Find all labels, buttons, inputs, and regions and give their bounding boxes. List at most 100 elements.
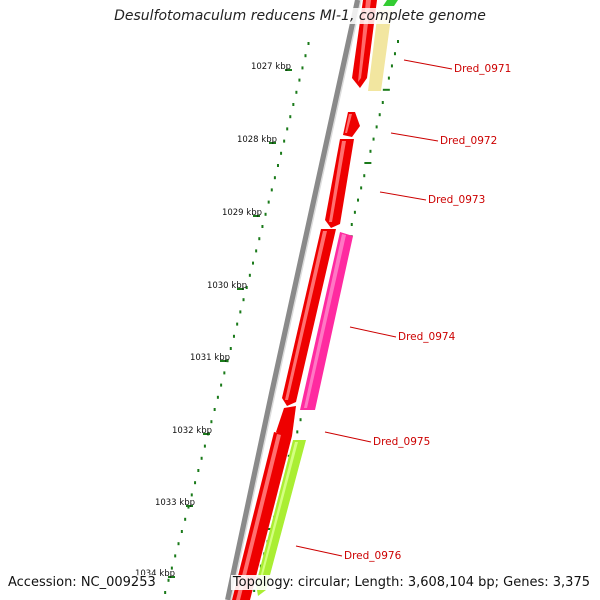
genome-summary: Topology: circular; Length: 3,608,104 bp… <box>230 575 590 590</box>
scale-dot <box>164 591 167 594</box>
scale-dot <box>276 164 279 167</box>
feature-track-dot <box>372 137 375 141</box>
scale-major-tick <box>186 505 193 507</box>
scale-labels: 1027 kbp 1028 kbp 1029 kbp 1030 kbp 1031 kbp… <box>135 62 292 579</box>
gene-label[interactable]: Dred_0972 <box>440 135 497 147</box>
scale-label: 1032 kbp <box>172 426 212 436</box>
feature-green-partial[interactable] <box>383 0 398 6</box>
scale-dot <box>229 347 232 350</box>
gene-label[interactable]: Dred_0976 <box>344 550 402 562</box>
feature-track-dot <box>299 418 302 422</box>
scale-dot <box>242 298 245 302</box>
feature-track-dot <box>393 52 396 56</box>
scale-dot <box>220 383 223 387</box>
scale-major-tick <box>285 69 292 71</box>
scale-dot <box>180 530 183 533</box>
feature-track-dot <box>387 76 390 80</box>
feature-track-dot <box>350 223 353 226</box>
feature-track-dot <box>397 40 399 43</box>
genome-backbone-highlight <box>230 0 362 600</box>
scale-dot <box>216 395 219 399</box>
gene-leader-line <box>403 59 453 70</box>
cds-features <box>232 0 398 600</box>
gene-leader-line <box>379 191 427 201</box>
scale-dot <box>184 517 187 521</box>
gene-label[interactable]: Dred_0971 <box>454 63 511 75</box>
feature-dred-0976[interactable] <box>256 440 306 596</box>
scale-major-tick <box>253 215 260 217</box>
scale-dot <box>190 493 193 497</box>
scale-dot <box>289 115 292 119</box>
feature-dred-0973[interactable] <box>325 139 354 228</box>
scale-dot <box>248 273 251 277</box>
scale-dot <box>232 334 235 338</box>
scale-major-tick <box>237 288 244 290</box>
feature-track-dot <box>381 101 384 104</box>
scale-dot <box>292 103 295 106</box>
feature-track-dot <box>253 589 256 592</box>
feature-track-dot <box>375 125 378 129</box>
scale-dot <box>283 139 286 143</box>
scale-dot <box>298 78 301 82</box>
gene-leader-line <box>390 132 439 142</box>
gene-label[interactable]: Dred_0973 <box>428 194 485 206</box>
scale-dot <box>270 188 273 192</box>
scale-dot <box>304 54 307 58</box>
genome-backbone <box>225 0 361 600</box>
feature-track-dot <box>353 210 356 214</box>
accession-text: Accession: NC_009253 <box>8 575 158 590</box>
feature-dred-0975[interactable] <box>276 406 296 436</box>
gene-leader-line <box>295 545 343 557</box>
scale-major-tick <box>269 142 276 144</box>
scale-dot <box>286 127 289 131</box>
scale-dot <box>264 212 267 216</box>
scale-dot <box>307 42 310 45</box>
scale-dot <box>236 322 239 326</box>
scale-major-tick <box>168 576 175 578</box>
scale-label: 1029 kbp <box>222 208 262 218</box>
scale-dot <box>295 90 298 94</box>
scale-dot <box>197 469 200 472</box>
scale-dot <box>252 261 255 265</box>
gene-labels: Dred_0971 Dred_0972 Dred_0973 Dred_0974 Dred… <box>295 59 511 562</box>
scale-dot <box>174 554 177 558</box>
feature-track-dot <box>357 198 360 202</box>
scale-dot <box>301 66 304 70</box>
scale-major-tick <box>203 433 210 435</box>
feature-track-dot <box>360 186 363 190</box>
scale-dot <box>167 578 170 582</box>
scale-dot <box>223 371 226 375</box>
feature-track-dot <box>296 430 299 434</box>
scale-dot <box>200 456 203 460</box>
scale-dot <box>170 566 173 570</box>
gene-leader-line <box>349 326 397 338</box>
feature-track-dot <box>378 113 381 117</box>
scale-dot <box>280 151 283 155</box>
scale-dot <box>239 310 242 314</box>
feature-dred-0971[interactable] <box>368 10 392 91</box>
scale-dot <box>258 237 261 241</box>
feature-track-dot <box>390 64 393 68</box>
scale-dot <box>245 286 248 289</box>
scale-track <box>164 42 310 594</box>
gene-leader-line <box>324 431 372 443</box>
feature-track-dot <box>369 149 372 153</box>
scale-label: 1031 kbp <box>190 353 230 363</box>
feature-track-dot <box>363 174 366 178</box>
gene-label[interactable]: Dred_0974 <box>398 331 456 343</box>
scale-major-tick <box>220 360 227 362</box>
scale-dot <box>255 249 258 253</box>
scale-dot <box>177 542 180 546</box>
scale-label: 1033 kbp <box>155 498 195 508</box>
scale-dot <box>187 505 190 509</box>
scale-label: 1028 kbp <box>237 135 277 145</box>
scale-dot <box>226 359 229 363</box>
scale-dot <box>213 408 216 411</box>
scale-label: 1030 kbp <box>207 281 247 291</box>
scale-dot <box>203 444 206 448</box>
scale-label: 1034 kbp <box>135 569 175 579</box>
scale-dot <box>267 200 270 204</box>
gene-label[interactable]: Dred_0975 <box>373 436 430 448</box>
scale-label: 1027 kbp <box>251 62 291 72</box>
